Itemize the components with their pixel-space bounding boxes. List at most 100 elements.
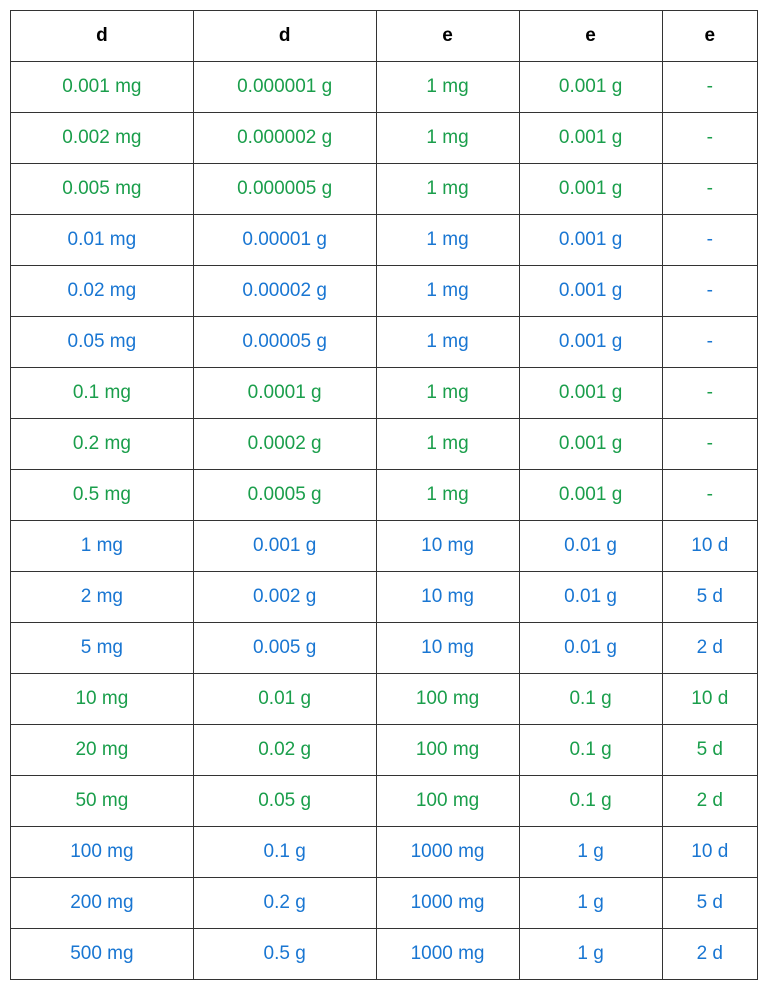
table-cell: 0.0001 g [193,368,376,419]
table-row: 5 mg0.005 g10 mg0.01 g2 d [11,623,758,674]
table-cell: 100 mg [376,725,519,776]
table-cell: 2 mg [11,572,194,623]
table-header-row: d d e e e [11,11,758,62]
table-cell: 0.01 g [519,623,662,674]
table-row: 500 mg0.5 g1000 mg1 g2 d [11,929,758,980]
table-cell: 500 mg [11,929,194,980]
column-header: d [193,11,376,62]
table-cell: 0.001 g [519,266,662,317]
table-row: 0.005 mg0.000005 g1 mg0.001 g- [11,164,758,215]
table-cell: 0.0002 g [193,419,376,470]
table-cell: 0.00005 g [193,317,376,368]
table-cell: 0.005 mg [11,164,194,215]
table-cell: - [662,470,757,521]
table-cell: - [662,419,757,470]
table-cell: 0.01 g [519,521,662,572]
table-cell: 0.01 g [193,674,376,725]
table-cell: 1000 mg [376,929,519,980]
table-cell: 0.001 g [519,368,662,419]
table-cell: 10 mg [376,572,519,623]
table-row: 0.02 mg0.00002 g1 mg0.001 g- [11,266,758,317]
table-row: 100 mg0.1 g1000 mg1 g10 d [11,827,758,878]
table-cell: - [662,62,757,113]
table-cell: - [662,317,757,368]
table-cell: 1 mg [376,62,519,113]
table-cell: 100 mg [11,827,194,878]
table-cell: 20 mg [11,725,194,776]
table-cell: 10 mg [11,674,194,725]
table-cell: 1000 mg [376,878,519,929]
table-cell: 0.05 mg [11,317,194,368]
table-cell: 1 mg [376,266,519,317]
table-cell: 5 d [662,878,757,929]
table-cell: 0.2 mg [11,419,194,470]
table-cell: 0.001 g [519,113,662,164]
table-cell: - [662,113,757,164]
table-cell: 0.002 g [193,572,376,623]
column-header: e [662,11,757,62]
table-cell: 0.1 g [519,725,662,776]
table-cell: 1 mg [376,470,519,521]
table-cell: - [662,164,757,215]
table-cell: 0.001 g [519,62,662,113]
table-cell: 1 mg [376,215,519,266]
table-cell: 10 d [662,674,757,725]
table-cell: 0.005 g [193,623,376,674]
table-cell: 5 mg [11,623,194,674]
table-cell: 0.01 g [519,572,662,623]
table-cell: 0.1 g [519,674,662,725]
data-table: d d e e e 0.001 mg0.000001 g1 mg0.001 g-… [10,10,758,980]
table-cell: 0.002 mg [11,113,194,164]
table-cell: 1 mg [376,113,519,164]
table-cell: 1 mg [376,368,519,419]
table-cell: 0.05 g [193,776,376,827]
table-cell: 0.001 g [519,317,662,368]
table-cell: 1 g [519,827,662,878]
table-cell: 0.000005 g [193,164,376,215]
table-cell: 1 g [519,878,662,929]
table-cell: 10 mg [376,521,519,572]
table-cell: 0.001 g [519,470,662,521]
column-header: e [519,11,662,62]
table-cell: 0.001 g [519,419,662,470]
table-row: 1 mg0.001 g10 mg0.01 g10 d [11,521,758,572]
column-header: d [11,11,194,62]
table-cell: 0.001 g [519,215,662,266]
table-row: 50 mg0.05 g100 mg0.1 g2 d [11,776,758,827]
table-cell: 10 d [662,827,757,878]
table-cell: 100 mg [376,776,519,827]
table-cell: 0.5 mg [11,470,194,521]
table-row: 0.002 mg0.000002 g1 mg0.001 g- [11,113,758,164]
table-row: 20 mg0.02 g100 mg0.1 g5 d [11,725,758,776]
table-cell: 0.000001 g [193,62,376,113]
table-cell: 0.02 g [193,725,376,776]
column-header: e [376,11,519,62]
table-cell: 0.2 g [193,878,376,929]
table-cell: 0.01 mg [11,215,194,266]
table-cell: 0.00002 g [193,266,376,317]
table-cell: 0.0005 g [193,470,376,521]
table-cell: 0.02 mg [11,266,194,317]
table-row: 10 mg0.01 g100 mg0.1 g10 d [11,674,758,725]
table-cell: 10 d [662,521,757,572]
table-cell: 100 mg [376,674,519,725]
table-cell: 0.1 mg [11,368,194,419]
table-row: 0.001 mg0.000001 g1 mg0.001 g- [11,62,758,113]
table-cell: 1 mg [376,164,519,215]
table-cell: 0.001 g [193,521,376,572]
table-row: 0.05 mg0.00005 g1 mg0.001 g- [11,317,758,368]
table-cell: - [662,368,757,419]
table-row: 0.01 mg0.00001 g1 mg0.001 g- [11,215,758,266]
table-cell: 2 d [662,776,757,827]
table-cell: 0.001 mg [11,62,194,113]
table-cell: 0.1 g [193,827,376,878]
table-cell: 0.000002 g [193,113,376,164]
table-cell: - [662,215,757,266]
table-cell: 2 d [662,623,757,674]
table-cell: 0.00001 g [193,215,376,266]
table-cell: 0.001 g [519,164,662,215]
table-cell: 2 d [662,929,757,980]
table-row: 0.5 mg0.0005 g1 mg0.001 g- [11,470,758,521]
table-cell: 0.5 g [193,929,376,980]
table-body: 0.001 mg0.000001 g1 mg0.001 g-0.002 mg0.… [11,62,758,980]
